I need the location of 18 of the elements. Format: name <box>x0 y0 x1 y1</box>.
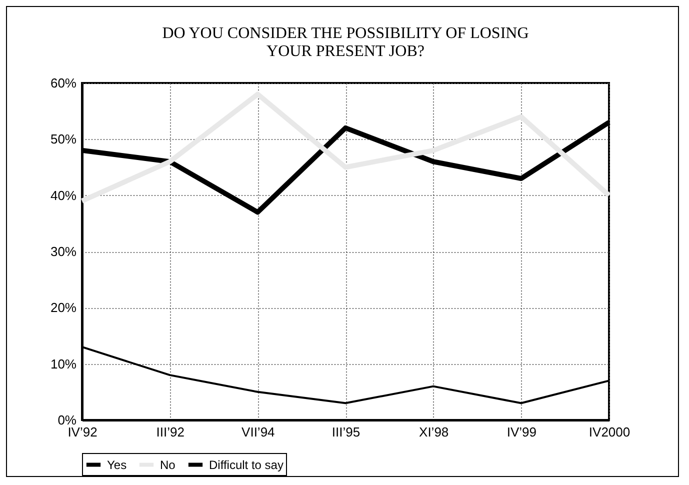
y-tick-label: 20% <box>50 300 77 316</box>
x-tick-label: III’92 <box>156 424 184 440</box>
legend-label: Yes <box>107 458 127 472</box>
x-tick-label: IV’99 <box>506 424 536 440</box>
y-tick-label: 30% <box>50 244 77 259</box>
y-tick-label: 0% <box>58 412 77 428</box>
legend-label: Difficult to say <box>209 458 284 472</box>
y-tick-label: 40% <box>50 188 77 203</box>
x-tick-label: XI’98 <box>419 424 449 440</box>
x-tick-label: VII’94 <box>242 424 275 440</box>
chart-title: DO YOU CONSIDER THE POSSIBILITY OF LOSING YOUR PRESENT JOB? <box>162 25 530 60</box>
x-tick-label: III’95 <box>332 424 360 440</box>
x-tick-label: IV2000 <box>588 424 630 440</box>
x-tick-label: IV’92 <box>68 424 98 440</box>
y-tick-label: 60% <box>50 76 77 90</box>
y-tick-label: 50% <box>50 132 77 147</box>
legend-label: No <box>160 458 176 472</box>
y-tick-label: 10% <box>50 356 77 372</box>
